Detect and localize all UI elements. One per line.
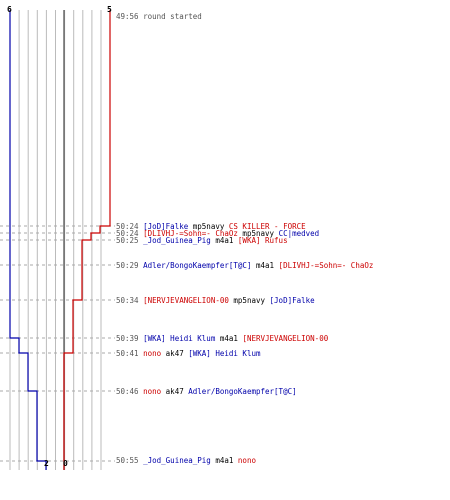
- weapon-name: m4a1: [210, 456, 238, 465]
- log-time: 50:25: [116, 236, 144, 245]
- log-entry: 49:56 round started: [116, 12, 202, 21]
- player-name: [NERVJEVANGELION-00: [242, 334, 329, 343]
- weapon-name: m4a1: [251, 261, 279, 270]
- log-entry: 50:55 _Jod_Guinea_Pig m4a1 nono: [116, 456, 256, 465]
- weapon-name: ak47: [161, 349, 189, 358]
- player-name: nono: [237, 456, 256, 465]
- log-time: 49:56: [116, 12, 144, 21]
- red-start-count: 5: [107, 5, 112, 14]
- log-message: round started: [143, 12, 202, 21]
- player-name: [DLIVHJ-=Sohn=- ChaOz: [143, 229, 238, 238]
- player-name: _Jod_Guinea_Pig: [143, 236, 211, 245]
- player-name: Adler/BongoKaempfer[T@C]: [143, 261, 252, 270]
- weapon-name: m4a1: [215, 334, 243, 343]
- weapon-name: mp5navy: [188, 222, 229, 231]
- log-entry: 50:24 [DLIVHJ-=Sohn=- ChaOz mp5navy CC|m…: [116, 229, 319, 238]
- player-name: _Jod_Guinea_Pig: [143, 456, 211, 465]
- log-time: 50:24: [116, 222, 144, 231]
- player-name: [DLIVHJ-=Sohn=- ChaOz: [278, 261, 374, 270]
- log-time: 50:34: [116, 296, 144, 305]
- log-entry: 50:24 [JoD]Falke mp5navy CS KILLER - FOR…: [116, 222, 306, 231]
- blue-team-line: [9, 10, 47, 470]
- weapon-name: m4a1: [210, 236, 238, 245]
- log-time: 50:46: [116, 387, 144, 396]
- weapon-name: mp5navy: [228, 296, 270, 305]
- log-time: 50:41: [116, 349, 144, 358]
- log-entry: 50:39 [WKA] Heidi Klum m4a1 [NERVJEVANGE…: [116, 334, 328, 343]
- log-time: 50:29: [116, 261, 144, 270]
- player-name: CS KILLER - FORCE: [228, 222, 306, 231]
- log-time: 50:55: [116, 456, 144, 465]
- blue-end-count: 2: [44, 459, 49, 468]
- player-name: CC|medved: [278, 229, 320, 238]
- player-name: [WKA] Rufus: [237, 236, 288, 245]
- player-name: nono: [143, 387, 162, 396]
- red-team-line: [63, 10, 111, 470]
- player-name: [JoD]Falke: [143, 222, 189, 231]
- log-entry: 50:25 _Jod_Guinea_Pig m4a1 [WKA] Rufus: [116, 236, 288, 245]
- log-entry: 50:34 [NERVJEVANGELION-00 mp5navy [JoD]F…: [116, 296, 315, 305]
- log-entry: 50:46 nono ak47 Adler/BongoKaempfer[T@C]: [116, 387, 297, 396]
- player-name: [WKA] Heidi Klum: [143, 334, 216, 343]
- player-name: Adler/BongoKaempfer[T@C]: [188, 387, 297, 396]
- log-entry: 50:29 Adler/BongoKaempfer[T@C] m4a1 [DLI…: [116, 261, 373, 270]
- weapon-name: ak47: [161, 387, 189, 396]
- log-time: 50:24: [116, 229, 144, 238]
- weapon-name: mp5navy: [237, 229, 279, 238]
- player-name: nono: [143, 349, 162, 358]
- red-end-count: 0: [63, 459, 68, 468]
- log-time: 50:39: [116, 334, 144, 343]
- round-timeline: [0, 10, 115, 470]
- player-name: [JoD]Falke: [269, 296, 315, 305]
- player-name: [NERVJEVANGELION-00: [143, 296, 229, 305]
- player-name: [WKA] Heidi Klum: [188, 349, 261, 358]
- blue-start-count: 6: [7, 5, 12, 14]
- log-entry: 50:41 nono ak47 [WKA] Heidi Klum: [116, 349, 261, 358]
